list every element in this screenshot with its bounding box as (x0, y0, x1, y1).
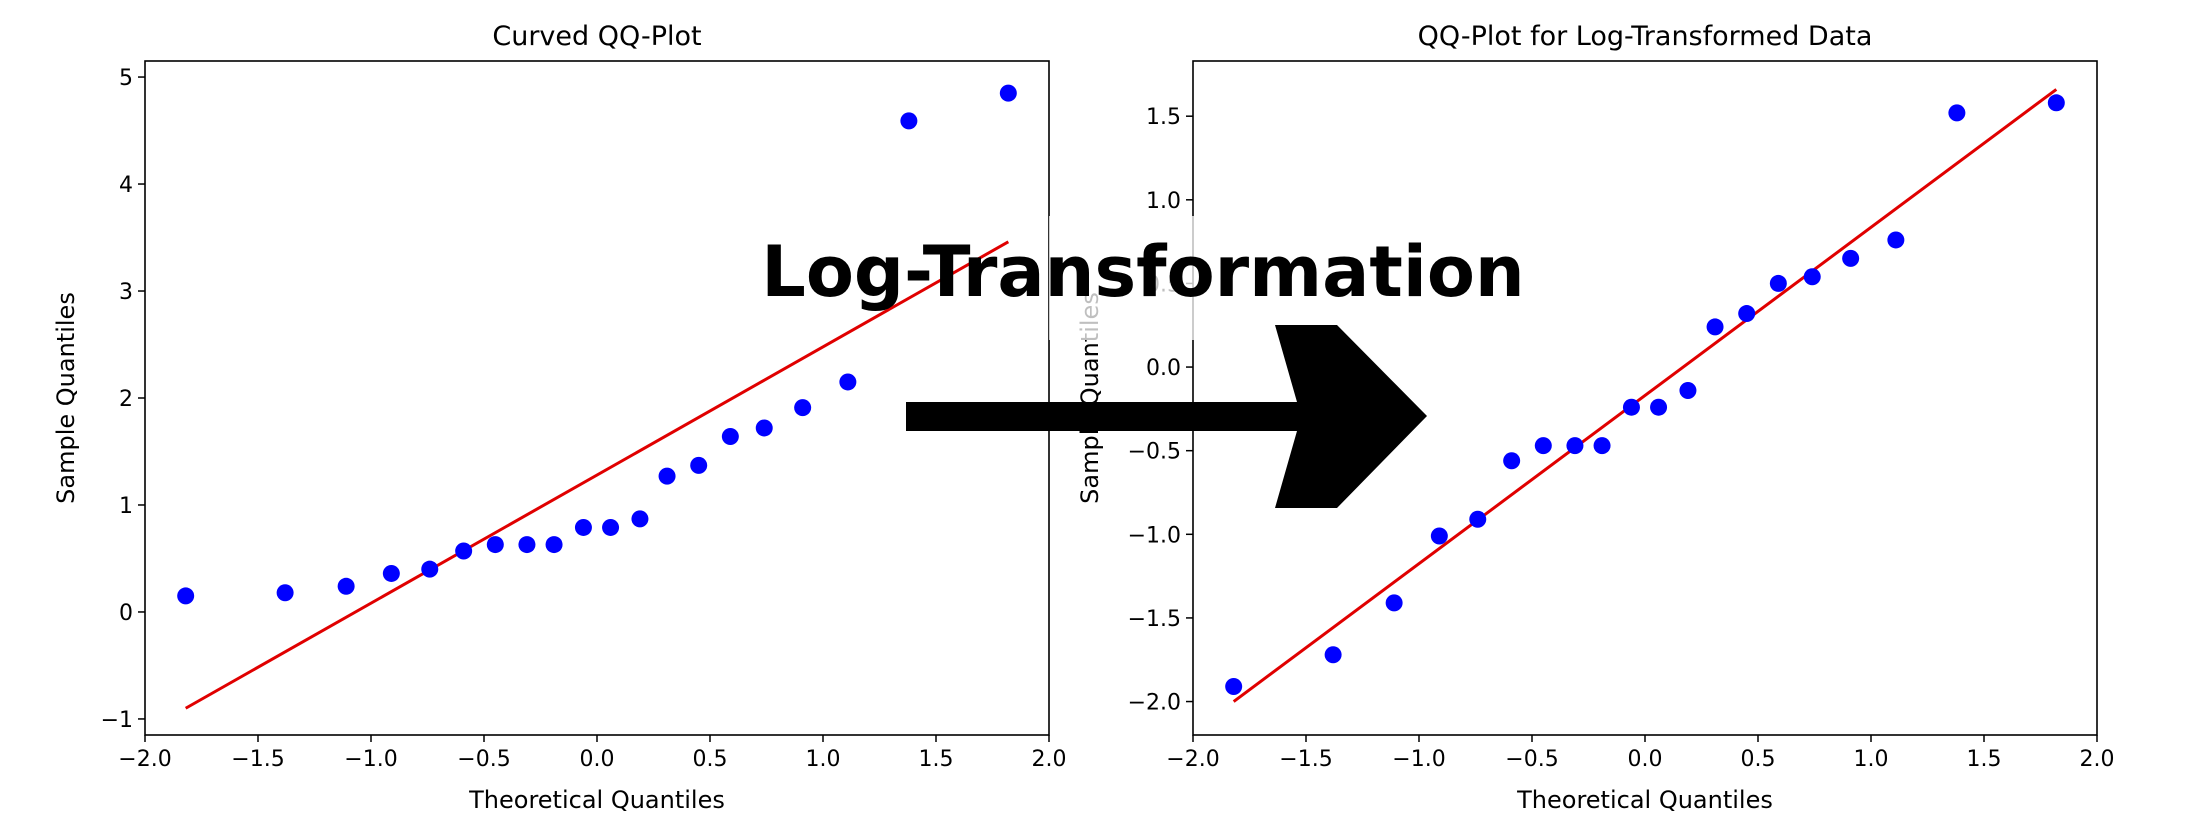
data-point (1842, 249, 1860, 267)
data-point (177, 587, 195, 605)
y-tick-label: 1 (119, 494, 133, 519)
x-tick-label: 1.5 (919, 747, 954, 772)
data-point (755, 419, 773, 437)
data-point (900, 112, 918, 130)
axes-frame (1192, 60, 2098, 736)
reference-line (1232, 88, 2058, 703)
data-point (421, 560, 439, 578)
y-axis-label: Sample Quantiles (52, 292, 80, 504)
x-tick-label: 0.5 (693, 747, 728, 772)
plot-title: Curved QQ-Plot (492, 21, 701, 52)
left-qq-plot: Curved QQ-Plot −2.0 −1.5 −1.0 −0.5 0.0 0.5 1.0 1… (52, 21, 1067, 814)
data-point (1887, 231, 1905, 249)
data-point (721, 428, 739, 446)
x-tick-label: 1.0 (1854, 747, 1889, 772)
y-tick-label: 2 (119, 387, 133, 412)
right-arrow-icon (906, 325, 1427, 508)
x-tick-label: 2.0 (2080, 747, 2115, 772)
x-tick-label: −1.0 (344, 747, 397, 772)
data-point (1948, 104, 1966, 122)
y-tick-label: −1.0 (1128, 523, 1181, 548)
data-point (1430, 527, 1448, 545)
x-tick-label: 1.0 (806, 747, 841, 772)
y-tick-label: 1.5 (1146, 105, 1181, 130)
data-point (1534, 437, 1552, 455)
y-tick-label: 0.0 (1146, 356, 1181, 381)
y-tick-label: −1.5 (1128, 607, 1181, 632)
data-point (1593, 437, 1611, 455)
data-point (1679, 381, 1697, 399)
data-point (1622, 398, 1640, 416)
x-tick-label: −1.5 (1279, 747, 1332, 772)
data-point (1385, 594, 1403, 612)
data-point (1225, 677, 1243, 695)
data-point (999, 84, 1017, 102)
x-tick-label: 1.5 (1967, 747, 2002, 772)
data-point (602, 518, 620, 536)
reference-line (184, 240, 1010, 710)
data-point (1650, 398, 1668, 416)
x-tick-label: −1.0 (1392, 747, 1445, 772)
data-point (276, 584, 294, 602)
data-point (545, 536, 563, 554)
y-tick-label: −0.5 (1128, 440, 1181, 465)
data-point (658, 467, 676, 485)
data-point (1469, 510, 1487, 528)
y-tick-label: 3 (119, 280, 133, 305)
data-point (1803, 268, 1821, 286)
log-transformation-overlay: Log-Transformation (761, 216, 1525, 508)
x-tick-label: 0.0 (1628, 747, 1663, 772)
data-point (1503, 452, 1521, 470)
data-point (1566, 437, 1584, 455)
x-tick-label: −1.5 (231, 747, 284, 772)
y-tick-label: 5 (119, 66, 133, 91)
y-tick-label: 1.0 (1146, 189, 1181, 214)
data-point (690, 456, 708, 474)
overlay-label: Log-Transformation (761, 231, 1525, 313)
x-tick-label: −2.0 (118, 747, 171, 772)
data-point (1324, 646, 1342, 664)
x-tick-label: −0.5 (1505, 747, 1558, 772)
x-axis-label: Theoretical Quantiles (1516, 786, 1773, 814)
x-tick-label: 0.0 (580, 747, 615, 772)
data-point (631, 510, 649, 528)
data-point (337, 577, 355, 595)
plot-title: QQ-Plot for Log-Transformed Data (1418, 21, 1873, 52)
data-point (382, 564, 400, 582)
right-qq-plot: QQ-Plot for Log-Transformed Data −2.0 −1.5… (1076, 21, 2115, 814)
y-tick-label: −2.0 (1128, 691, 1181, 716)
x-tick-label: 2.0 (1032, 747, 1067, 772)
x-axis-label: Theoretical Quantiles (468, 786, 725, 814)
y-tick-label: −1 (101, 708, 133, 733)
x-tick-label: −0.5 (457, 747, 510, 772)
data-point (486, 536, 504, 554)
data-point (455, 542, 473, 560)
data-point (1706, 318, 1724, 336)
y-tick-label: 4 (119, 173, 133, 198)
data-point (518, 536, 536, 554)
y-tick-label: 0 (119, 601, 133, 626)
overlay-backdrop (1049, 216, 1194, 340)
x-tick-label: −2.0 (1166, 747, 1219, 772)
data-point (1738, 305, 1756, 323)
data-point (839, 373, 857, 391)
x-tick-label: 0.5 (1741, 747, 1776, 772)
data-point (794, 399, 812, 417)
axes-frame (144, 60, 1050, 736)
data-point (1769, 274, 1787, 292)
data-point (2047, 94, 2065, 112)
data-point (574, 518, 592, 536)
